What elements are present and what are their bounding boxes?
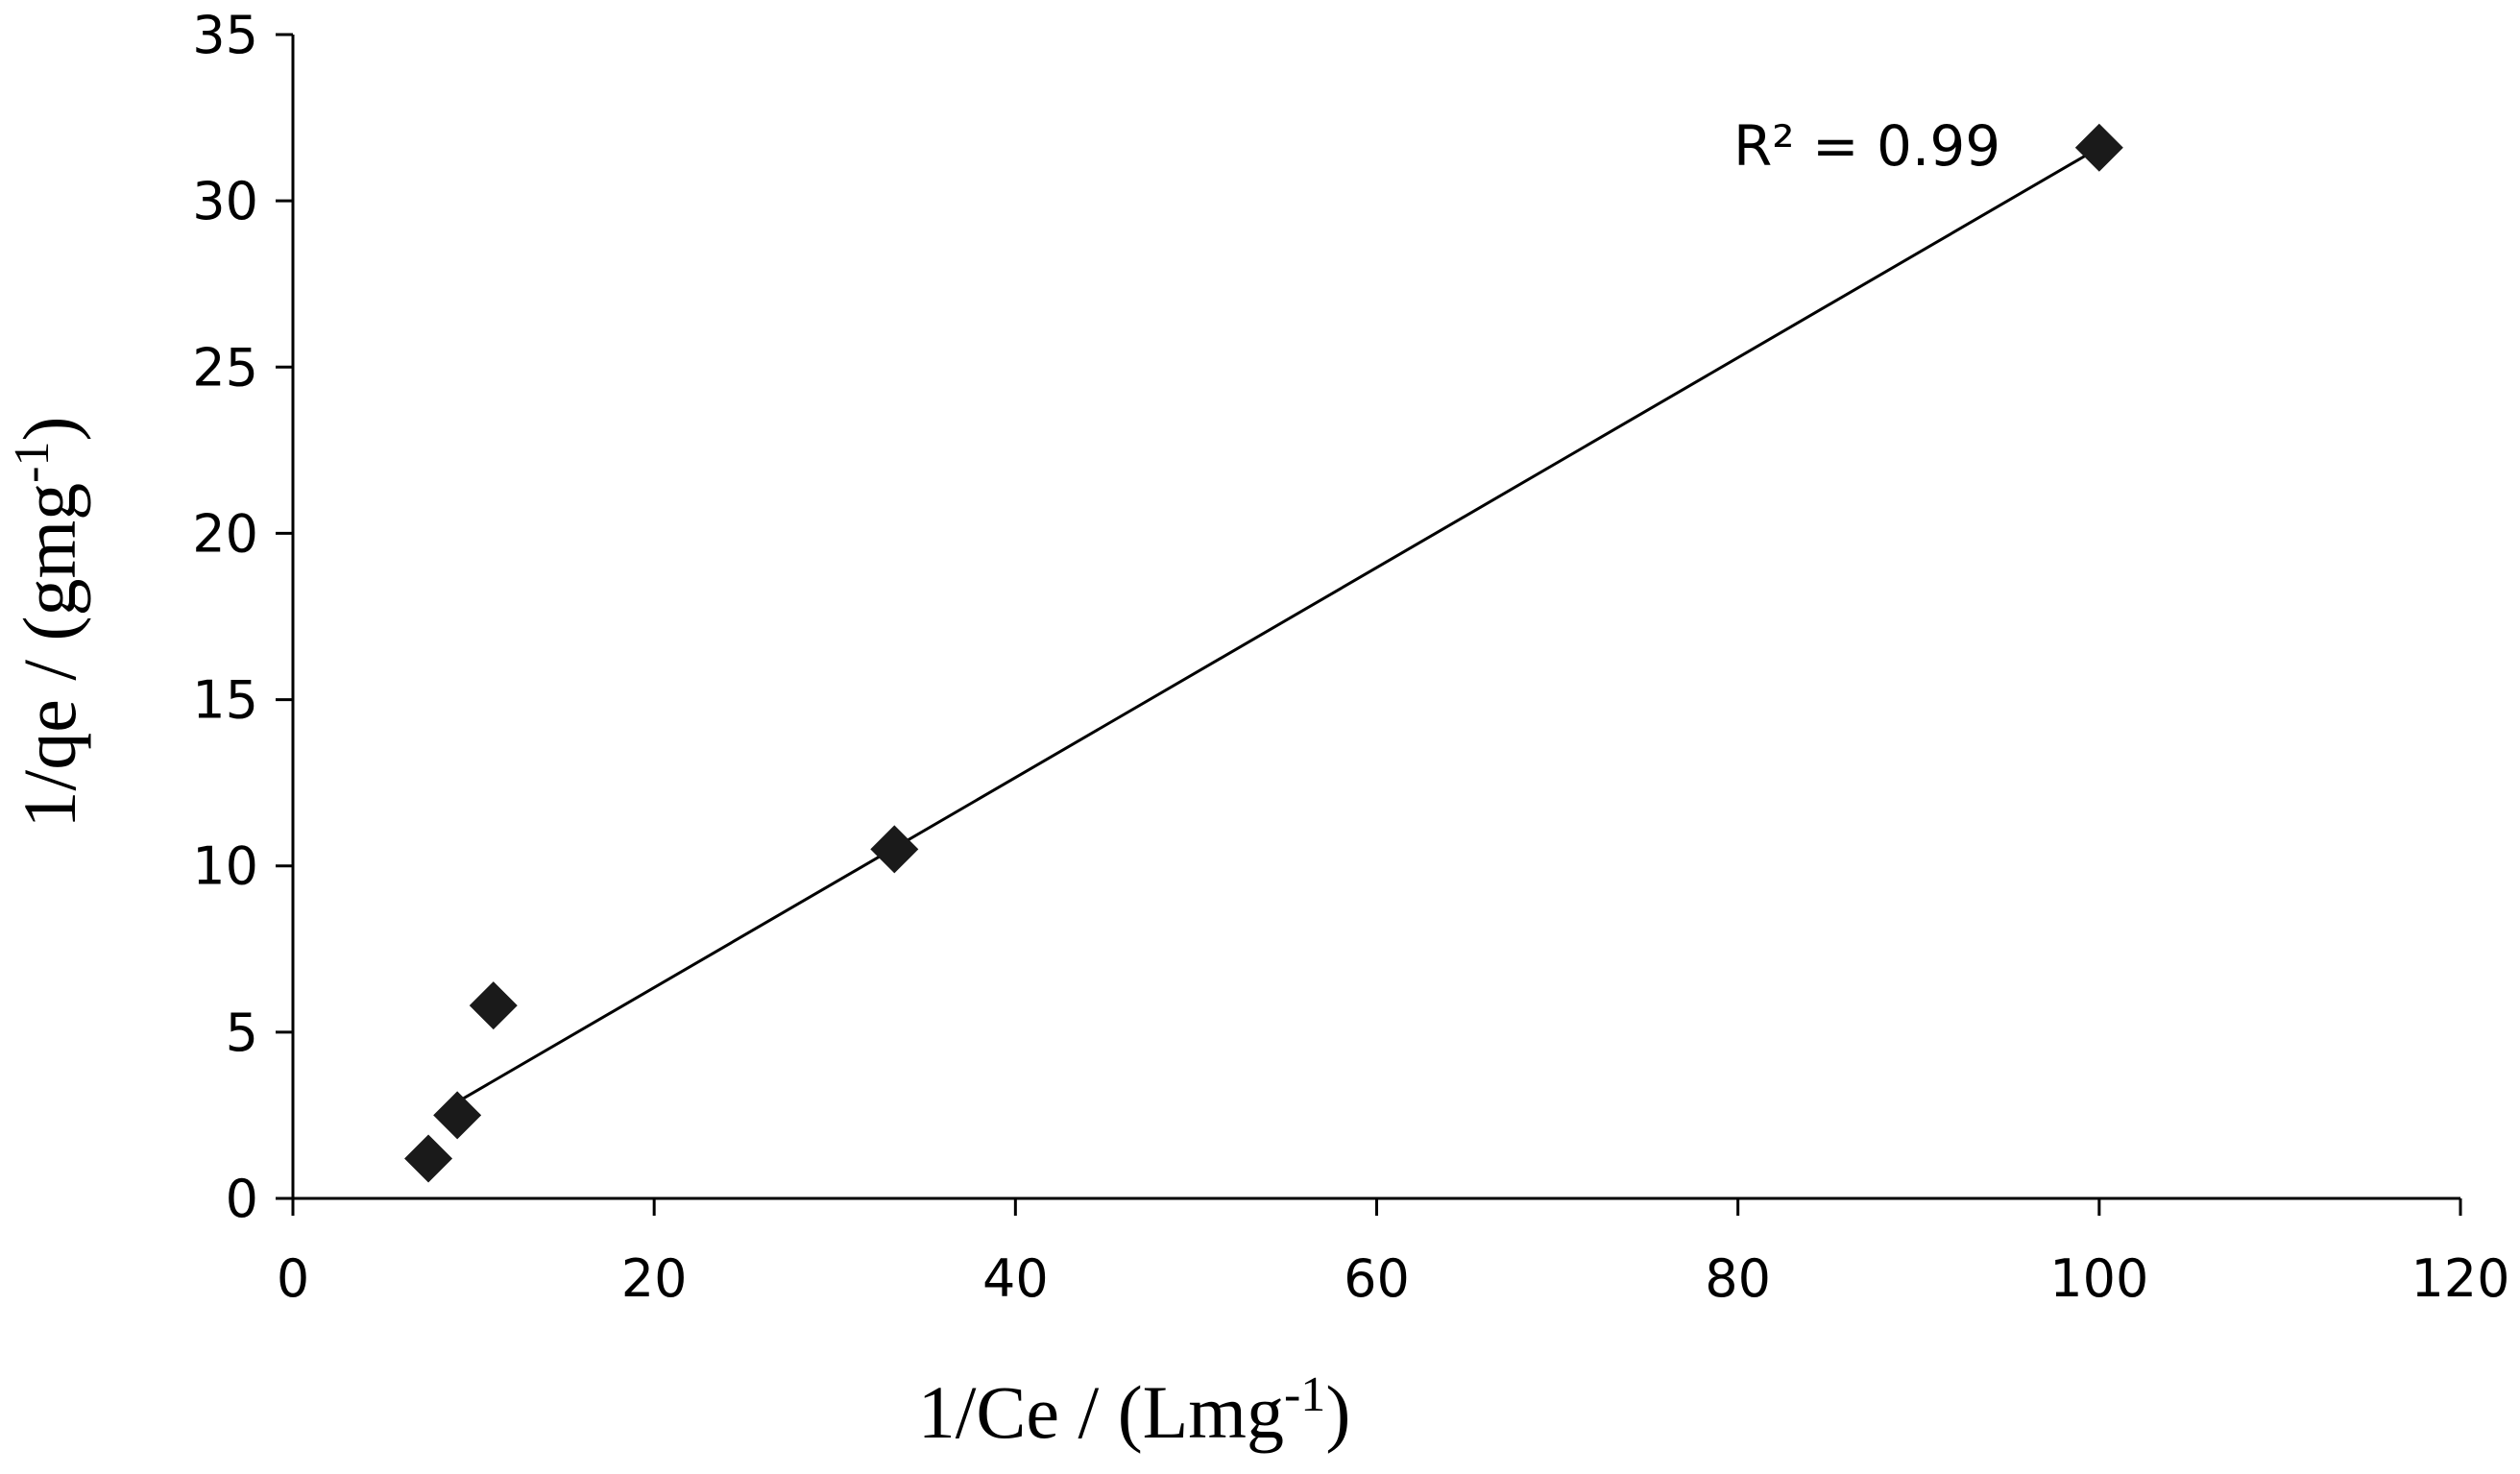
data-point-diamond [404,1134,453,1183]
y-tick-label: 0 [226,1169,258,1229]
data-point-diamond [469,981,518,1030]
x-tick-label: 40 [982,1248,1049,1309]
y-tick-label: 25 [192,337,258,398]
data-point-diamond [870,825,919,874]
x-tick-label: 60 [1344,1248,1410,1309]
y-tick-label: 15 [192,670,258,731]
data-points [404,123,2123,1183]
x-axis-title-main: 1/Ce / (Lmg [918,1370,1284,1454]
y-tick-label: 30 [192,171,258,231]
y-tick-label: 5 [226,1003,258,1063]
y-tick-label: 10 [192,836,258,897]
trendline-group [456,146,2100,1103]
r-squared-annotation: R² = 0.99 [1733,113,2000,179]
x-axis-ticks: 0 20 40 60 80 100 120 [277,1198,2510,1309]
y-axis-ticks: 0 5 10 15 20 25 30 35 [192,5,293,1229]
y-axis-title: 1/qe / (gmg-1) [5,417,92,829]
x-tick-label: 120 [2411,1248,2509,1309]
axes [291,35,2460,1200]
y-tick-label: 20 [192,503,258,564]
x-tick-label: 80 [1705,1248,1771,1309]
x-tick-label: 20 [621,1248,688,1309]
data-point-diamond [2074,123,2123,172]
x-tick-label: 100 [2049,1248,2148,1309]
data-point-diamond [433,1091,482,1140]
y-tick-label: 35 [192,5,258,65]
y-axis-title-main: 1/qe / (gmg [8,483,91,829]
y-axis-title-superscript: -1 [5,442,60,483]
x-axis-title: 1/Ce / (Lmg-1) [918,1367,1351,1455]
linear-trendline [456,146,2100,1103]
x-axis-title-close: ) [1325,1370,1350,1454]
x-tick-label: 0 [277,1248,309,1309]
x-axis-title-superscript: -1 [1284,1367,1325,1422]
y-axis-title-close: ) [8,417,91,442]
